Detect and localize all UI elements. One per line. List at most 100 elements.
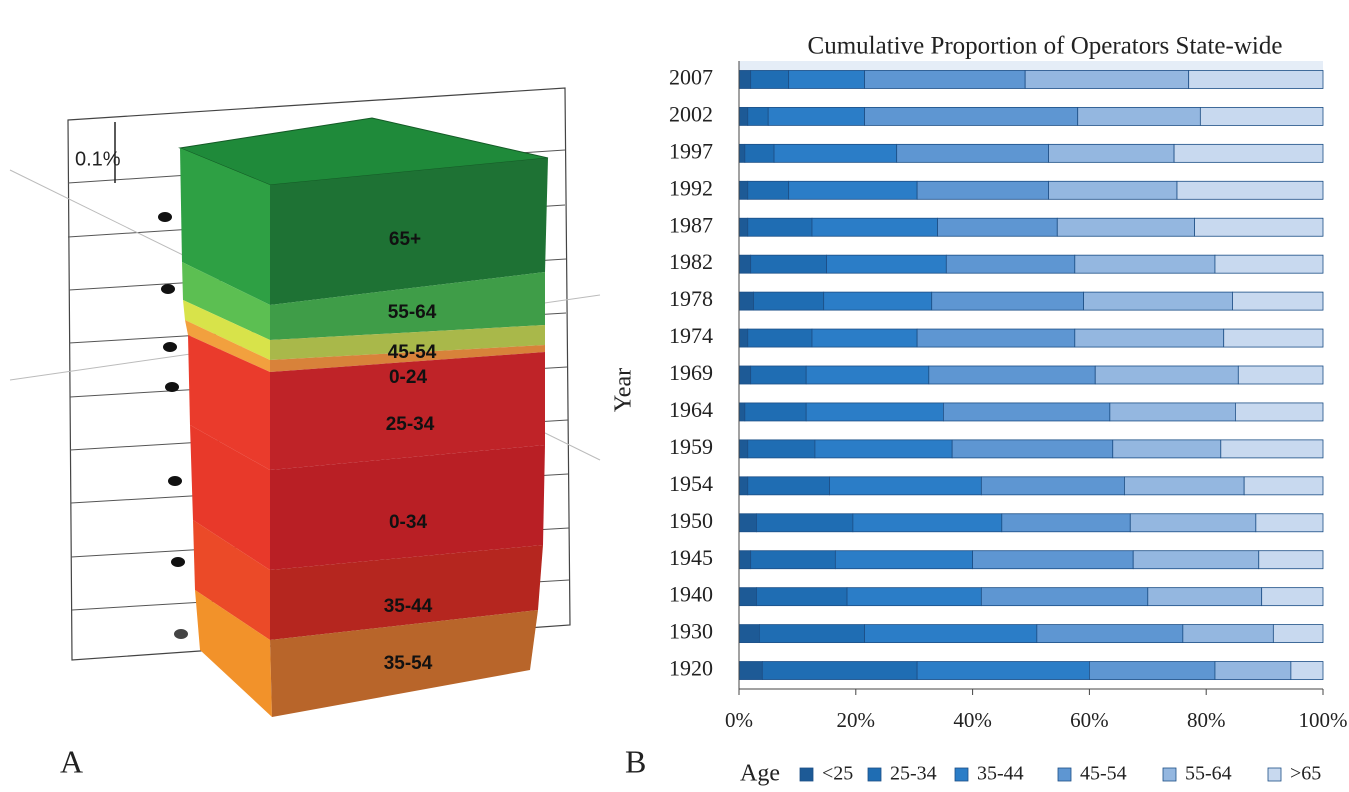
bar-segment bbox=[1261, 587, 1324, 607]
y-tick-label: 1964 bbox=[669, 397, 713, 422]
bar-segment bbox=[767, 107, 865, 126]
y-tick-label: 1920 bbox=[669, 656, 713, 681]
bar-segment bbox=[1132, 550, 1260, 570]
row-gap bbox=[739, 606, 1323, 625]
bar-segment bbox=[747, 107, 769, 126]
y-tick-label: 1997 bbox=[669, 138, 713, 163]
x-tick-label: 20% bbox=[837, 708, 876, 732]
y-tick-label: 1987 bbox=[669, 212, 713, 237]
y-tick-label: 1954 bbox=[669, 471, 713, 496]
row-gap bbox=[739, 236, 1323, 255]
y-tick-label: 1950 bbox=[669, 508, 713, 533]
bar-segment bbox=[1214, 661, 1292, 680]
bar-segment bbox=[826, 254, 947, 274]
layer-side bbox=[195, 590, 272, 717]
legend-swatch bbox=[1057, 767, 1072, 782]
bar-segment bbox=[1223, 328, 1324, 348]
y-tick-label: 2002 bbox=[669, 101, 713, 126]
bar-segment bbox=[747, 328, 813, 348]
row-gap bbox=[739, 310, 1323, 329]
bar-segment bbox=[738, 476, 749, 496]
bar-segment bbox=[1235, 402, 1324, 422]
legend-label: 55-64 bbox=[1185, 763, 1232, 785]
layer-side bbox=[185, 320, 270, 372]
bar-segment bbox=[1237, 365, 1324, 385]
bar-segment bbox=[738, 402, 746, 422]
y-tick-label: 1940 bbox=[669, 582, 713, 607]
legend-label: >65 bbox=[1290, 763, 1321, 785]
bar-segment bbox=[753, 291, 825, 311]
bar-segment bbox=[756, 587, 848, 607]
bar-segment bbox=[896, 143, 1049, 163]
row-gap bbox=[739, 199, 1323, 218]
y-tick-label: 1982 bbox=[669, 249, 713, 274]
bar-segment bbox=[750, 70, 790, 89]
bar-segment bbox=[1220, 439, 1324, 459]
bar-segment bbox=[916, 328, 1076, 348]
bar-segment bbox=[1188, 70, 1324, 89]
panel-label: B bbox=[625, 743, 646, 779]
legend-swatch bbox=[954, 767, 969, 782]
bar-segment bbox=[747, 180, 790, 200]
bar-segment bbox=[916, 661, 1090, 680]
bar-segment bbox=[738, 328, 749, 348]
row-gap bbox=[739, 384, 1323, 403]
bar-segment bbox=[864, 70, 1026, 89]
markers bbox=[158, 212, 188, 639]
x-tick-label: 0% bbox=[725, 708, 753, 732]
bar-segment bbox=[1232, 291, 1324, 311]
bar-segment bbox=[1290, 661, 1324, 680]
layer-front bbox=[270, 610, 538, 717]
row-gap bbox=[739, 125, 1323, 144]
bar-segment bbox=[1083, 291, 1233, 311]
bar-segment bbox=[951, 439, 1114, 459]
bar-segment bbox=[1109, 402, 1236, 422]
bar-segment bbox=[943, 402, 1111, 422]
y-tick-label: 1930 bbox=[669, 619, 713, 644]
bar-segment bbox=[738, 439, 749, 459]
bar-segment bbox=[1074, 328, 1225, 348]
bar-segment bbox=[1048, 143, 1175, 163]
layer-side bbox=[183, 300, 270, 360]
bar-segment bbox=[738, 143, 746, 163]
bar-segment bbox=[1258, 550, 1324, 570]
bar-segment bbox=[738, 550, 752, 570]
bar-segment bbox=[1094, 365, 1239, 385]
bar-segment bbox=[1176, 180, 1324, 200]
legend-label: 35-44 bbox=[977, 763, 1024, 785]
bar-segment bbox=[811, 328, 918, 348]
layer-front bbox=[270, 345, 545, 372]
bar-segment bbox=[1182, 624, 1274, 643]
bar-segment bbox=[738, 107, 749, 126]
bar-segment bbox=[814, 439, 953, 459]
bar-segment bbox=[747, 476, 830, 496]
legend-swatch bbox=[1162, 767, 1177, 782]
legend-swatch bbox=[799, 767, 814, 782]
bar-segment bbox=[864, 107, 1079, 126]
layer-label: 25-34 bbox=[386, 414, 435, 435]
bar-segment bbox=[738, 180, 749, 200]
bar-segment bbox=[1001, 513, 1131, 533]
layer-label: 35-54 bbox=[384, 653, 433, 674]
bar-segment bbox=[759, 624, 865, 643]
layer-front bbox=[270, 325, 545, 360]
legend-title: Age bbox=[740, 761, 780, 787]
bar-segment bbox=[750, 550, 836, 570]
bar-segment bbox=[823, 291, 933, 311]
row-gap bbox=[739, 495, 1323, 514]
bar-segment bbox=[1074, 254, 1216, 274]
layer-front bbox=[270, 445, 545, 570]
bar-segment bbox=[1255, 513, 1324, 533]
chart-title: Cumulative Proportion of Operators State… bbox=[808, 33, 1283, 60]
legend-swatch bbox=[867, 767, 882, 782]
layer-front bbox=[270, 158, 548, 305]
bar-segment bbox=[761, 661, 918, 680]
bar-segment bbox=[738, 624, 760, 643]
bar-segment bbox=[747, 217, 813, 237]
layer-side bbox=[180, 148, 270, 305]
bar-segment bbox=[744, 143, 775, 163]
legend-label: 25-34 bbox=[890, 763, 937, 785]
legend-label: 45-54 bbox=[1080, 763, 1127, 785]
bar-segment bbox=[829, 476, 982, 496]
bar-segment bbox=[811, 217, 938, 237]
